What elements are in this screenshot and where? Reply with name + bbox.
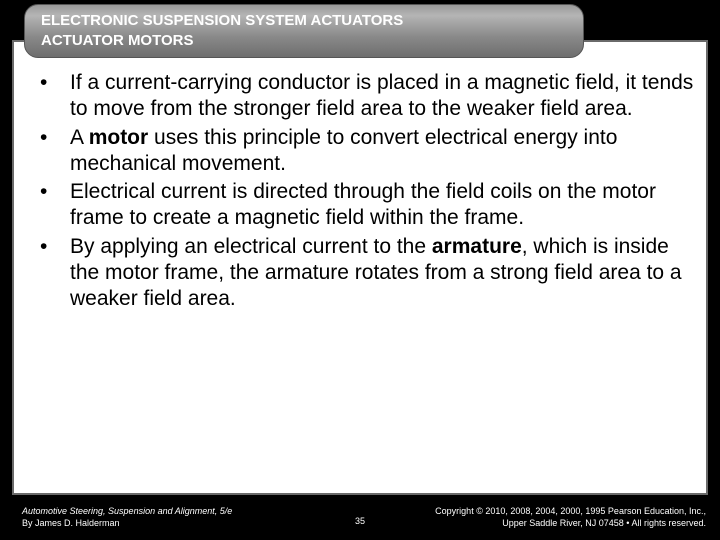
slide-header: ELECTRONIC SUSPENSION SYSTEM ACTUATORS A…	[24, 4, 584, 58]
list-item: If a current-carrying conductor is place…	[34, 70, 698, 123]
list-item: By applying an electrical current to the…	[34, 234, 698, 313]
list-item: A motor uses this principle to convert e…	[34, 125, 698, 178]
page-number: 35	[355, 516, 365, 526]
book-title: Automotive Steering, Suspension and Alig…	[22, 506, 232, 518]
copyright-line1: Copyright © 2010, 2008, 2004, 2000, 1995…	[435, 506, 706, 518]
footer: Automotive Steering, Suspension and Alig…	[0, 500, 720, 540]
author: By James D. Halderman	[22, 518, 232, 530]
header-subtitle: ACTUATOR MOTORS	[41, 31, 567, 51]
copyright-line2: Upper Saddle River, NJ 07458 • All right…	[435, 518, 706, 530]
footer-right: Copyright © 2010, 2008, 2004, 2000, 1995…	[435, 506, 706, 529]
bullet-list: If a current-carrying conductor is place…	[34, 70, 698, 312]
footer-left: Automotive Steering, Suspension and Alig…	[22, 506, 232, 529]
body-text: If a current-carrying conductor is place…	[34, 70, 698, 314]
list-item: Electrical current is directed through t…	[34, 179, 698, 232]
header-title: ELECTRONIC SUSPENSION SYSTEM ACTUATORS	[41, 11, 567, 31]
